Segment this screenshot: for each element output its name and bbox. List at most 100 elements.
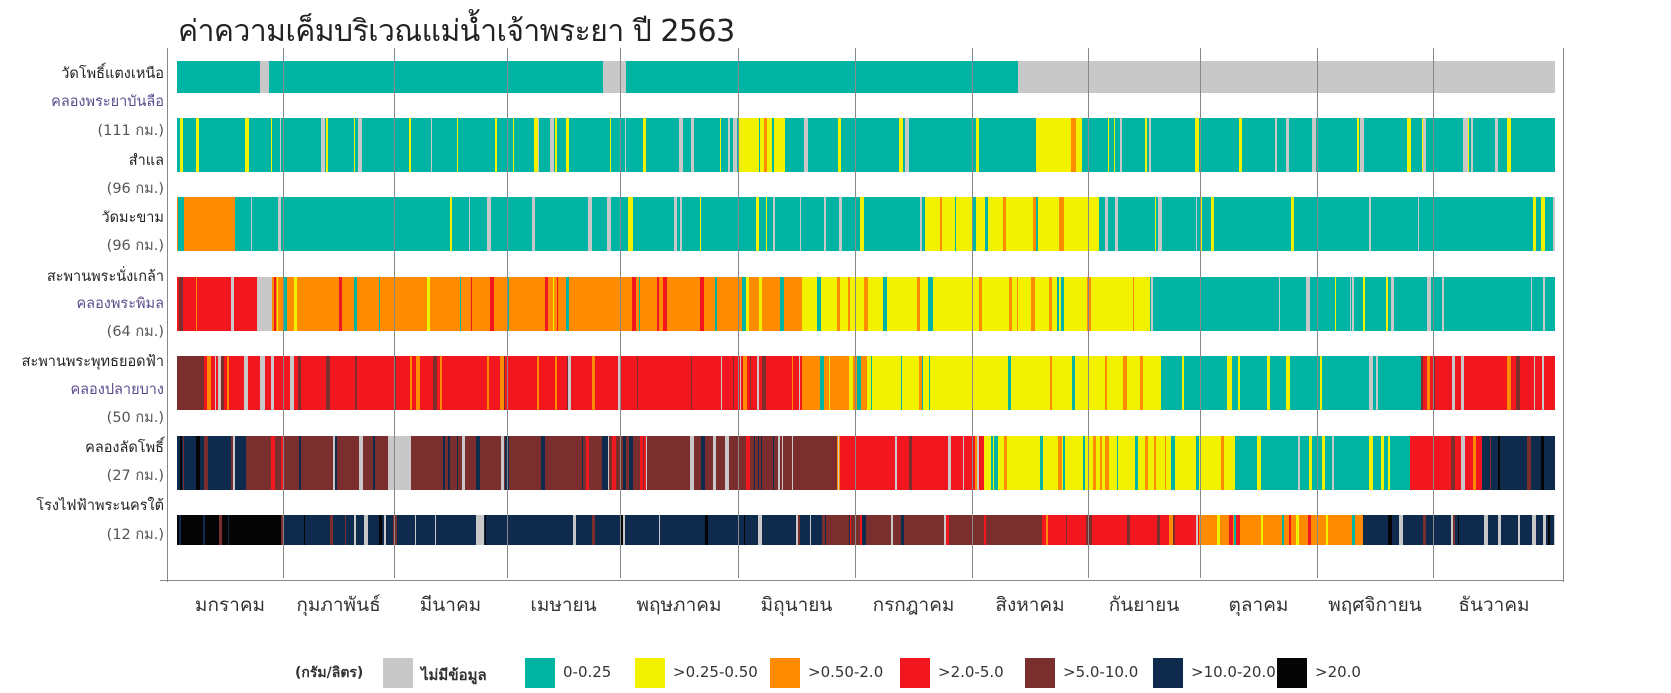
heatmap-stripe <box>1506 356 1511 410</box>
chart-title: ค่าความเค็มบริเวณแม่น้ำเจ้าพระยา ปี 2563 <box>178 14 735 49</box>
heatmap-row <box>177 197 1555 251</box>
heatmap-stripe <box>1116 436 1118 490</box>
heatmap-stripe <box>363 515 367 545</box>
heatmap-stripe <box>947 436 951 490</box>
heatmap-stripe <box>838 436 840 490</box>
heatmap-stripe <box>1497 436 1500 490</box>
heatmap-stripe <box>1543 515 1547 545</box>
heatmap-segment <box>283 515 826 545</box>
heatmap-stripe <box>321 197 326 251</box>
heatmap-stripe <box>195 118 199 172</box>
heatmap-stripe <box>1226 277 1230 331</box>
heatmap-segment <box>925 197 1100 251</box>
heatmap-stripe <box>803 118 808 172</box>
heatmap-stripe <box>901 515 905 545</box>
heatmap-stripe <box>1427 356 1431 410</box>
heatmap-stripe <box>494 118 497 172</box>
heatmap-stripe <box>1414 197 1418 251</box>
heatmap-stripe <box>1196 436 1200 490</box>
heatmap-stripe <box>393 515 397 545</box>
heatmap-stripe <box>662 277 667 331</box>
heatmap-stripe <box>1451 515 1454 545</box>
heatmap-stripe <box>1099 436 1102 490</box>
heatmap-stripe <box>1132 277 1134 331</box>
month-label: กรกฎาคม <box>872 594 955 616</box>
heatmap-stripe <box>1487 197 1490 251</box>
heatmap-stripe <box>1181 356 1184 410</box>
heatmap-stripe <box>1356 118 1359 172</box>
heatmap-segment <box>269 61 604 93</box>
heatmap-stripe <box>1072 356 1076 410</box>
heatmap-stripe <box>1234 515 1237 545</box>
heatmap-stripe <box>849 515 851 545</box>
heatmap-stripe <box>573 197 577 251</box>
heatmap-stripe <box>326 356 331 410</box>
heatmap-stripe <box>1134 436 1138 490</box>
heatmap-stripe <box>260 356 265 410</box>
heatmap-segment <box>177 515 283 545</box>
heatmap-stripe <box>329 515 333 545</box>
heatmap-stripe <box>1039 436 1043 490</box>
heatmap-stripe <box>1296 515 1300 545</box>
heatmap-stripe <box>439 356 442 410</box>
heatmap-stripe <box>1265 118 1269 172</box>
heatmap-stripe <box>485 515 487 545</box>
month-gridline <box>855 48 856 578</box>
heatmap-stripe <box>690 118 694 172</box>
heatmap-stripe <box>1278 277 1280 331</box>
heatmap-stripe <box>487 356 490 410</box>
heatmap-segment <box>738 118 785 172</box>
heatmap-stripe <box>1553 197 1555 251</box>
heatmap-segment <box>177 277 257 331</box>
heatmap-stripe <box>449 197 452 251</box>
heatmap-stripe <box>1285 356 1290 410</box>
heatmap-stripe <box>239 118 243 172</box>
station-name-label: สำแล <box>128 153 164 169</box>
heatmap-stripe <box>848 356 853 410</box>
heatmap-stripe <box>678 118 681 172</box>
heatmap-stripe <box>1308 436 1312 490</box>
heatmap-stripe <box>977 436 980 490</box>
heatmap-segment <box>1409 436 1482 490</box>
month-label: กันยายน <box>1108 594 1180 616</box>
heatmap-stripe <box>1451 436 1456 490</box>
heatmap-stripe <box>658 515 660 545</box>
heatmap-stripe <box>353 118 355 172</box>
station-dist-label: (96 กม.) <box>106 238 164 254</box>
heatmap-stripe <box>196 277 198 331</box>
heatmap-stripe <box>1391 436 1395 490</box>
heatmap-stripe <box>680 118 684 172</box>
heatmap-stripe <box>742 277 747 331</box>
heatmap-stripe <box>476 515 481 545</box>
heatmap-stripe <box>772 436 774 490</box>
heatmap-stripe <box>1387 515 1392 545</box>
heatmap-stripe <box>1382 118 1386 172</box>
heatmap-stripe <box>1108 118 1110 172</box>
heatmap-stripe <box>490 277 495 331</box>
heatmap-stripe <box>468 197 470 251</box>
heatmap-stripe <box>1370 277 1375 331</box>
heatmap-stripe <box>1108 118 1110 172</box>
heatmap-stripe <box>1540 197 1545 251</box>
heatmap-stripe <box>1494 118 1498 172</box>
station-canal-label: คลองปลายบาง <box>70 382 164 398</box>
heatmap-stripe <box>755 197 759 251</box>
station-name-label: โรงไฟฟ้าพระนครใต้ <box>36 498 164 514</box>
heatmap-stripe <box>283 277 288 331</box>
heatmap-row <box>177 277 1555 331</box>
station-canal-label: คลองพระพิมล <box>76 296 164 312</box>
heatmap-stripe <box>278 197 282 251</box>
heatmap-stripe <box>532 197 536 251</box>
heatmap-stripe <box>1517 515 1520 545</box>
heatmap-stripe <box>1305 277 1310 331</box>
heatmap-stripe <box>1092 436 1096 490</box>
station-labels: วัดโพธิ์แตงเหนือ คลองพระยาบันลือ (111 กม.)… <box>0 0 164 600</box>
heatmap-stripe <box>1150 277 1153 331</box>
station-canal-label: คลองพระยาบันลือ <box>51 94 164 110</box>
heatmap-stripe <box>476 436 481 490</box>
heatmap-stripe <box>974 436 978 490</box>
heatmap-stripe <box>821 515 825 545</box>
heatmap-segment <box>825 515 1042 545</box>
heatmap-stripe <box>355 356 358 410</box>
heatmap-stripe <box>1369 197 1372 251</box>
